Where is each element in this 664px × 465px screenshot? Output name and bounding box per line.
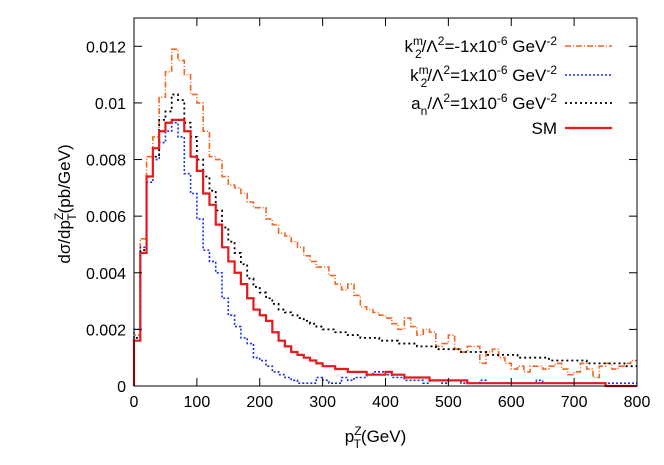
x-tick-label: 600	[498, 394, 525, 411]
y-tick-label: 0.008	[86, 153, 126, 170]
series-line-sm	[132, 118, 637, 388]
x-tick-label: 700	[561, 394, 588, 411]
x-tick-label: 800	[624, 394, 651, 411]
series-line-an	[133, 93, 637, 386]
x-tick-label: 500	[435, 394, 462, 411]
y-tick-label: 0.01	[95, 96, 126, 113]
series-line-k2m_neg	[133, 48, 637, 386]
y-tick-label: 0.004	[86, 266, 126, 283]
x-tick-label: 100	[184, 394, 211, 411]
y-axis-label: dσ/dpZT(pb/GeV)	[52, 144, 79, 263]
legend-label-sm: SM	[532, 119, 558, 138]
x-tick-label: 200	[246, 394, 273, 411]
x-axis-label: pZ T(GeV)	[345, 424, 407, 451]
legend-label-k2m_pos: km 2/Λ2=1x10-6 GeV-2	[410, 63, 557, 90]
y-tick-label: 0.006	[86, 209, 126, 226]
series-line-k2m_pos	[133, 121, 637, 386]
x-tick-label: 400	[372, 394, 399, 411]
legend-label-an: an/Λ2=1x10-6 GeV-2	[411, 91, 557, 118]
legend-label-k2m_neg: km 2/Λ2=-1x10-6 GeV-2	[404, 34, 557, 61]
y-tick-label: 0.002	[86, 322, 126, 339]
x-tick-label: 300	[309, 394, 336, 411]
legend: km 2/Λ2=-1x10-6 GeV-2km 2/Λ2=1x10-6 GeV-2a…	[404, 34, 612, 138]
x-tick-label: 0	[130, 394, 139, 411]
y-tick-label: 0	[117, 379, 126, 396]
series-layer	[132, 48, 637, 388]
axes-layer: 0 100 200 300 400 500 600 700 800 0 0.002 0.004 0.00…	[86, 17, 651, 411]
y-tick-label: 0.012	[86, 39, 126, 56]
